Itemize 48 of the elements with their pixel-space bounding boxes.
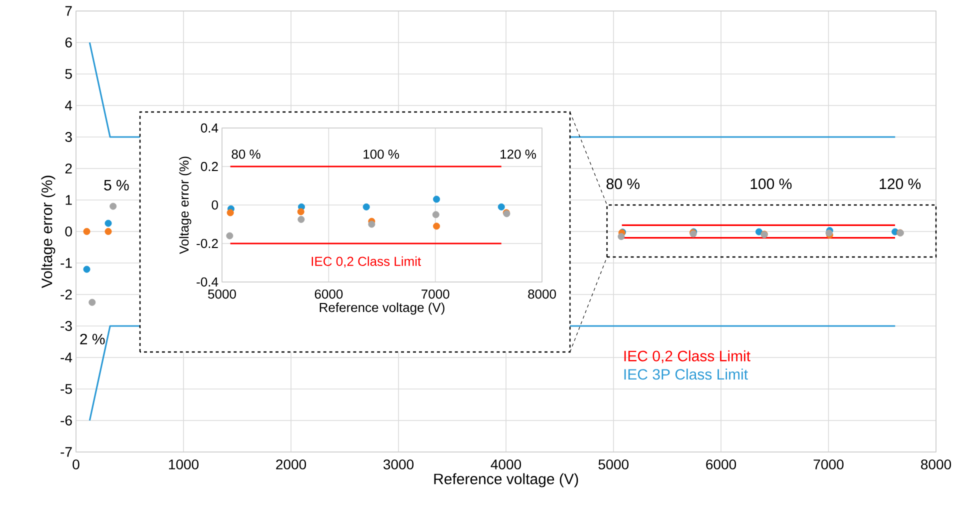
annotation: 100 % [750,178,792,190]
y-tick-label: 3 [65,132,72,142]
y-tick-label: 1 [66,195,72,205]
x-tick-label: 5000 [208,290,236,299]
y-tick-label: -4 [60,352,72,362]
y-tick-label: 6 [65,38,72,48]
y-tick-label: -0.4 [196,277,218,287]
y-tick-label: 4 [65,100,72,110]
y-tick-label: 0 [65,226,72,236]
annotation: 80 % [606,178,640,190]
y-tick-label: 7 [65,6,72,16]
y-tick-label: -2 [60,290,72,300]
annotation: 100 % [364,150,399,159]
y-tick-label: -0.2 [196,238,218,248]
x-axis-title: Reference voltage (V) [320,302,444,315]
x-tick-label: 4000 [490,460,522,470]
y-tick-label: -5 [60,384,72,394]
y-tick-label: -1 [60,258,72,268]
x-tick-label: 6000 [314,290,343,299]
x-tick-label: 0 [72,460,80,470]
y-tick-label: 0.2 [200,162,218,172]
x-tick-label: 3000 [383,460,414,470]
y-tick-label: -7 [60,447,72,457]
x-tick-label: 6000 [706,460,736,470]
x-tick-label: 8000 [528,290,556,299]
y-tick-label: -6 [60,416,72,426]
x-tick-label: 1000 [169,460,199,470]
x-tick-label: 7000 [422,290,450,299]
y-tick-label: 2 [65,164,72,174]
annotation: 120 % [880,178,921,190]
annotation: 5 % [104,180,129,190]
y-axis-title: Voltage error (%) [41,176,56,288]
y-tick-label: 0 [212,200,218,210]
annotation: 120 % [500,150,536,159]
x-tick-label: 7000 [814,460,844,470]
text: IEC 0,2 Class Limit [624,350,750,364]
x-tick-label: 2000 [276,460,306,470]
x-tick-label: 5000 [598,460,629,470]
y-tick-label: -3 [60,321,72,331]
x-tick-label: 8000 [921,460,952,470]
y-axis-title: Voltage error (%) [179,156,192,254]
series-label: IEC 0,2 Class Limit [312,256,421,268]
y-tick-label: 0.4 [200,123,218,133]
annotation: 80 % [232,150,260,159]
y-tick-label: 5 [65,69,72,79]
text: IEC 3P Class Limit [624,368,748,380]
annotation: 2 % [80,334,105,344]
x-axis-title: Reference voltage (V) [434,473,578,488]
